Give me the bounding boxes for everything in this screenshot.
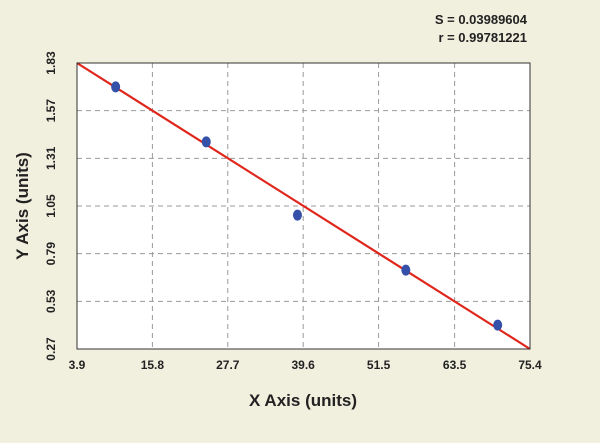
x-tick-label: 63.5 (443, 358, 467, 372)
data-point (111, 81, 121, 93)
x-tick-label: 3.9 (69, 358, 86, 372)
data-point (201, 136, 211, 148)
fit-line-layer (76, 62, 531, 350)
x-tick-label: 75.4 (518, 358, 542, 372)
stat-r-label: r = 0.99781221 (438, 30, 527, 45)
x-tick-label: 15.8 (141, 358, 165, 372)
data-point (401, 264, 411, 276)
data-point (292, 209, 302, 221)
plot-frame (76, 62, 531, 350)
x-tick-label: 39.6 (292, 358, 316, 372)
y-axis-label: Y Axis (units) (13, 152, 32, 260)
y-tick-label: 1.05 (44, 194, 58, 218)
x-axis-label: X Axis (units) (249, 391, 357, 410)
stat-s-label: S = 0.03989604 (435, 12, 528, 27)
x-tick-labels: 3.9 15.8 27.7 39.6 51.5 63.5 75.4 (69, 358, 542, 372)
y-tick-label: 0.79 (44, 242, 58, 266)
y-tick-labels: 0.27 0.53 0.79 1.05 1.31 1.57 1.83 (44, 51, 58, 361)
y-tick-label: 1.83 (44, 51, 58, 75)
y-tick-label: 1.31 (44, 146, 58, 170)
fit-line (76, 62, 531, 350)
data-points (111, 81, 503, 331)
x-tick-label: 51.5 (367, 358, 391, 372)
x-tick-label: 27.7 (216, 358, 240, 372)
y-tick-label: 1.57 (44, 99, 58, 123)
y-tick-label: 0.27 (44, 337, 58, 361)
y-tick-label: 0.53 (44, 289, 58, 313)
data-point (493, 319, 503, 331)
